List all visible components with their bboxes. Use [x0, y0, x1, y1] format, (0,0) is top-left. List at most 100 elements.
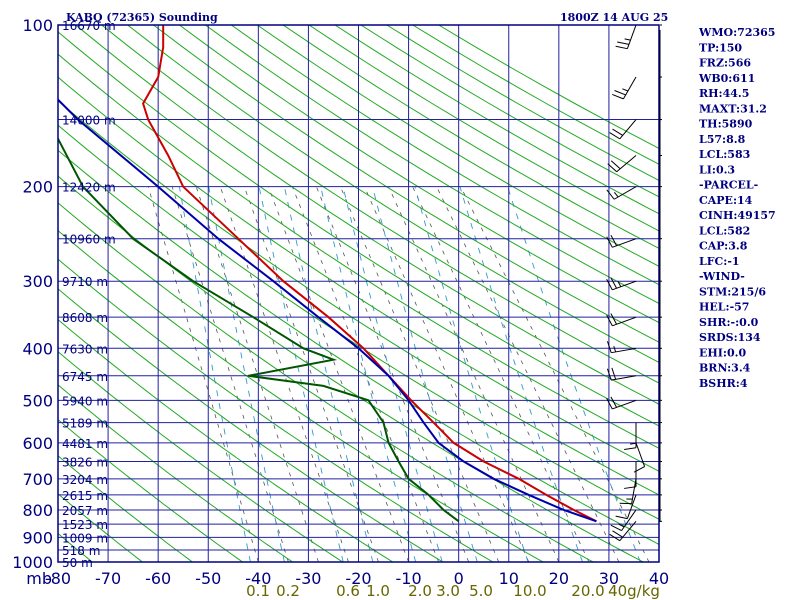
wind-barb: [615, 24, 662, 50]
wind-barb-staff: [635, 442, 646, 467]
height-label: 16670 m: [62, 19, 116, 33]
wind-barb-flag: [610, 396, 618, 408]
pressure-tick-label: 800: [22, 501, 53, 520]
pressure-tick-label: 600: [22, 434, 53, 453]
pressure-tick-label: 400: [22, 339, 53, 358]
temperature-tick-label: 10: [499, 569, 519, 588]
mixing-ratio-label: 0.1: [246, 582, 270, 600]
wind-barb-flag: [606, 189, 615, 200]
moist-adiabat-line: [436, 186, 620, 562]
temperature-tick-label: -50: [195, 569, 221, 588]
moist-adiabat-line: [388, 186, 560, 562]
chart-datetime: 1800Z 14 AUG 25: [560, 11, 668, 24]
wind-barb-flag: [614, 90, 626, 96]
stat-entry: WB0:611: [698, 72, 755, 85]
height-label: 4481 m: [62, 437, 108, 451]
wind-barb-staff: [626, 24, 637, 49]
height-label: 12420 m: [62, 181, 116, 195]
wind-barb-staff: [613, 186, 637, 200]
mixing-ratio-line: [320, 186, 417, 562]
height-label: 9710 m: [62, 275, 108, 289]
wind-barb-flag: [606, 279, 613, 291]
dry-adiabat-line: [58, 124, 659, 520]
wind-barb: [606, 367, 662, 381]
wind-barb-flag: [609, 533, 621, 542]
moist-adiabat-line: [243, 186, 379, 562]
pressure-tick-label: 500: [22, 391, 53, 410]
wind-barb-flag: [624, 486, 637, 489]
mixing-ratio-label: 0.6: [336, 582, 360, 600]
wind-barb: [609, 119, 662, 140]
stat-entry: LI:0.3: [699, 163, 735, 176]
temperature-tick-label: 20: [549, 569, 569, 588]
stat-entry: FRZ:566: [699, 57, 751, 70]
height-label: 1523 m: [62, 518, 108, 532]
plot-frame: [57, 24, 660, 563]
wind-barb-flag: [610, 313, 618, 325]
wind-barb-flag: [624, 447, 637, 450]
wind-barb-flag: [610, 234, 618, 246]
wind-barb-staff: [622, 76, 637, 100]
stat-entry: -WIND-: [699, 270, 745, 283]
temperature-profile-line: [142, 25, 597, 523]
height-label: 7630 m: [62, 342, 108, 356]
dewpoint-profile-line: [58, 136, 460, 523]
height-label: 2615 m: [62, 489, 108, 503]
wind-barb-flag: [610, 277, 618, 289]
stat-entry: BSHR:4: [699, 377, 748, 390]
isotherm-grid: [58, 25, 659, 562]
stat-entry: CINH:49157: [699, 209, 776, 222]
wind-barb-flag: [624, 38, 631, 41]
wind-barb-flag: [610, 160, 621, 170]
sounding-profiles: [58, 25, 597, 523]
mixing-ratio-line: [414, 186, 529, 562]
stats-panel: WMO:72365 TP:150 FRZ:566 WB0:611 RH:44.5 MAXT…: [698, 26, 776, 390]
pressure-tick-label: 700: [22, 470, 53, 489]
stat-entry: TP:150: [699, 41, 742, 54]
wind-barb: [606, 341, 662, 354]
dry-adiabats: [58, 25, 659, 562]
stat-entry: STM:215/6: [699, 285, 766, 298]
height-label: 10960 m: [62, 233, 116, 247]
pressure-tick-label: 300: [22, 272, 53, 291]
stat-entry: BRN:3.4: [699, 362, 751, 375]
stat-entry: SHR:-:0.0: [699, 316, 759, 329]
pressure-tick-label: 1000: [12, 553, 53, 572]
wind-barb-flag: [609, 132, 621, 140]
stat-entry: LCL:582: [699, 224, 750, 237]
temperature-tick-label: -20: [345, 569, 371, 588]
wind-barb-flag: [610, 524, 622, 532]
height-label: 518 m: [62, 544, 100, 558]
pressure-tick-label: 100: [22, 16, 53, 35]
mixing-ratio-label: 20.0: [571, 582, 604, 600]
wind-barb-flag: [618, 523, 625, 528]
wind-barb: [612, 76, 662, 100]
wind-barb-flag: [633, 466, 645, 473]
wind-barb-flag: [615, 45, 628, 50]
parcel-profile-line: [58, 98, 597, 523]
wind-barb-flag: [611, 367, 617, 380]
temperature-tick-label: -30: [295, 569, 321, 588]
mixing-ratio-lines: [178, 186, 641, 562]
wind-barb-flag: [606, 314, 613, 327]
moist-adiabat-line: [292, 186, 439, 562]
temperature-tick-label: 40: [649, 569, 669, 588]
wind-barb: [619, 478, 662, 505]
wind-barb-flag: [607, 163, 618, 173]
temperature-tick-label: -60: [145, 569, 171, 588]
dry-adiabat-line: [58, 100, 659, 496]
wind-barb-staff: [612, 238, 637, 248]
wind-barb-staff: [612, 316, 637, 327]
stat-entry: HEL:-57: [699, 301, 749, 314]
wind-barb: [624, 422, 662, 450]
chart-title: KABQ (72365) Sounding: [66, 11, 218, 24]
temperature-tick-label: -40: [245, 569, 271, 588]
height-label: 1009 m: [62, 531, 108, 545]
dry-adiabat-line: [58, 31, 659, 427]
wind-barb-staff: [621, 509, 637, 531]
wind-barb: [606, 186, 662, 200]
wind-barb: [607, 155, 662, 173]
wind-barb-flag: [606, 236, 613, 248]
height-label: 5189 m: [62, 417, 108, 431]
